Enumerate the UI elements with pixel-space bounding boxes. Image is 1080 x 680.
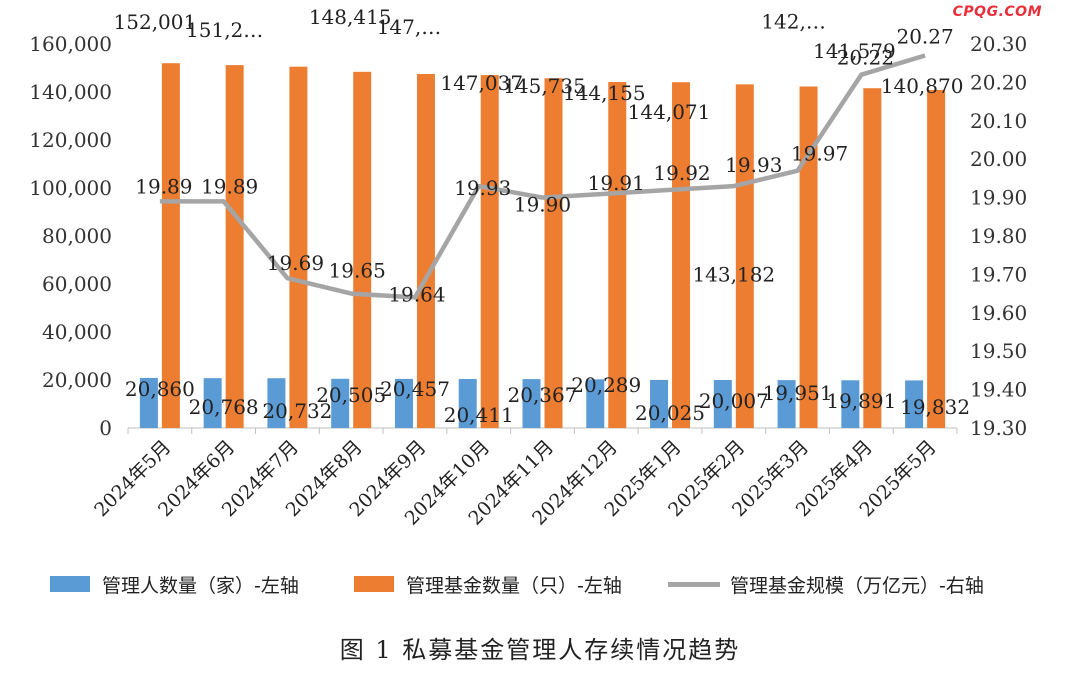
- right-axis-tick-label: 20.30: [970, 32, 1027, 56]
- bar-managers: [267, 378, 286, 428]
- bar-managers: [139, 377, 158, 428]
- data-label-managers: 20,411: [444, 403, 514, 427]
- bar-line-chart: 0 20,000 40,000 60,000 80,000 100,000 120,000 1…: [29, 5, 1027, 530]
- right-axis-tick-label: 20.20: [970, 70, 1027, 94]
- data-label-managers: 20,732: [262, 399, 332, 423]
- data-label-funds: 152,001: [114, 10, 197, 34]
- data-label-scale: 19.93: [725, 153, 782, 177]
- legend-swatch-scale: [668, 581, 720, 587]
- bar-funds: [225, 65, 244, 429]
- bar-managers: [777, 380, 796, 428]
- data-label-managers: 20,025: [635, 401, 705, 425]
- data-label-funds: 140,870: [881, 74, 964, 98]
- right-axis-tick-label: 19.60: [970, 301, 1027, 325]
- data-label-scale: 19.89: [201, 174, 258, 198]
- bar-funds: [608, 82, 627, 428]
- legend-label-managers: 管理人数量（家）-左轴: [102, 574, 299, 597]
- bar-funds: [416, 74, 435, 428]
- bar-funds: [161, 63, 180, 428]
- bar-managers: [586, 379, 605, 428]
- data-label-managers: 20,505: [316, 383, 386, 407]
- data-label-managers: 20,457: [380, 377, 450, 401]
- bar-funds: [799, 86, 818, 428]
- legend-swatch-managers: [50, 576, 90, 592]
- data-label-scale: 19.93: [454, 176, 511, 200]
- data-label-scale: 19.91: [588, 171, 645, 195]
- left-axis-tick-label: 20,000: [42, 368, 112, 392]
- data-label-managers: 19,891: [826, 389, 896, 413]
- bar-managers: [203, 378, 222, 428]
- right-axis-tick-label: 19.50: [970, 339, 1027, 363]
- data-label-managers: 20,289: [571, 373, 641, 397]
- right-axis-tick-label: 20.10: [970, 109, 1027, 133]
- bar-funds: [353, 71, 372, 428]
- bar-funds: [672, 82, 691, 428]
- data-label-managers: 20,007: [699, 389, 769, 413]
- data-label-funds: 147,…: [377, 15, 442, 39]
- bar-managers: [522, 379, 541, 428]
- legend-swatch-funds: [354, 576, 394, 592]
- right-axis-tick-label: 19.80: [970, 224, 1027, 248]
- data-label-funds: 143,182: [692, 262, 775, 286]
- right-axis-tick-label: 19.40: [970, 378, 1027, 402]
- data-label-scale: 20.22: [837, 46, 894, 70]
- legend-label-scale: 管理基金规模（万亿元）-右轴: [730, 574, 984, 597]
- bar-funds: [480, 75, 499, 428]
- bar-funds: [289, 66, 308, 428]
- bar-funds: [927, 89, 946, 429]
- data-label-funds: 144,071: [628, 100, 711, 124]
- left-axis-tick-label: 100,000: [29, 176, 112, 200]
- watermark: CPQG.COM: [952, 4, 1042, 20]
- right-axis-tick-label: 19.90: [970, 186, 1027, 210]
- left-axis-tick-label: 40,000: [42, 320, 112, 344]
- legend-item-funds: 管理基金数量（只）-左轴: [354, 568, 622, 600]
- bar-funds: [735, 84, 754, 429]
- right-axis-tick-label: 20.00: [970, 147, 1027, 171]
- legend-label-funds: 管理基金数量（只）-左轴: [406, 574, 622, 597]
- data-label-scale: 19.97: [791, 142, 848, 166]
- right-axis-tick-label: 19.30: [970, 416, 1027, 440]
- left-axis-tick-label: 60,000: [42, 272, 112, 296]
- bar-managers: [331, 378, 350, 428]
- data-label-scale: 19.89: [135, 174, 192, 198]
- bar-funds: [863, 88, 882, 429]
- legend-item-scale: 管理基金规模（万亿元）-右轴: [668, 568, 984, 600]
- data-label-scale: 19.64: [388, 282, 445, 306]
- data-label-scale: 19.92: [653, 161, 710, 185]
- data-label-scale: 19.69: [267, 251, 324, 275]
- left-axis-tick-label: 0: [99, 416, 112, 440]
- bar-managers: [713, 379, 732, 428]
- data-label-funds: 144,155: [563, 81, 646, 105]
- bar-managers: [650, 379, 669, 428]
- left-axis-tick-label: 160,000: [29, 32, 112, 56]
- legend: 管理人数量（家）-左轴 管理基金数量（只）-左轴 管理基金规模（万亿元）-右轴: [0, 568, 1080, 600]
- left-axis-tick-label: 140,000: [29, 80, 112, 104]
- data-label-scale: 19.65: [329, 259, 386, 283]
- bar-managers: [841, 380, 860, 428]
- figure-caption: 图 1 私募基金管理人存续情况趋势: [339, 636, 741, 664]
- left-axis-tick-label: 120,000: [29, 128, 112, 152]
- bar-managers: [394, 378, 413, 428]
- data-label-funds: 142,…: [761, 9, 826, 33]
- data-label-funds: 151,2…: [186, 18, 263, 42]
- right-axis-tick-label: 19.70: [970, 262, 1027, 286]
- data-label-funds: 141,579: [813, 39, 896, 63]
- data-label-managers: 20,860: [125, 377, 195, 401]
- data-label-funds: 148,415: [309, 5, 392, 29]
- bar-funds: [544, 78, 563, 429]
- bar-managers: [905, 380, 924, 428]
- data-label-scale: 19.90: [514, 193, 571, 217]
- data-label-managers: 20,367: [508, 383, 578, 407]
- legend-item-managers: 管理人数量（家）-左轴: [50, 568, 299, 600]
- data-label-managers: 19,951: [763, 381, 833, 405]
- data-label-managers: 20,768: [189, 395, 259, 419]
- left-axis-tick-label: 80,000: [42, 224, 112, 248]
- bar-managers: [458, 379, 477, 428]
- data-label-funds: 147,037: [440, 71, 523, 95]
- data-label-funds: 145,735: [503, 74, 586, 98]
- data-label-managers: 19,832: [900, 395, 970, 419]
- line-scale: [159, 53, 926, 300]
- data-label-scale: 20.27: [896, 25, 953, 49]
